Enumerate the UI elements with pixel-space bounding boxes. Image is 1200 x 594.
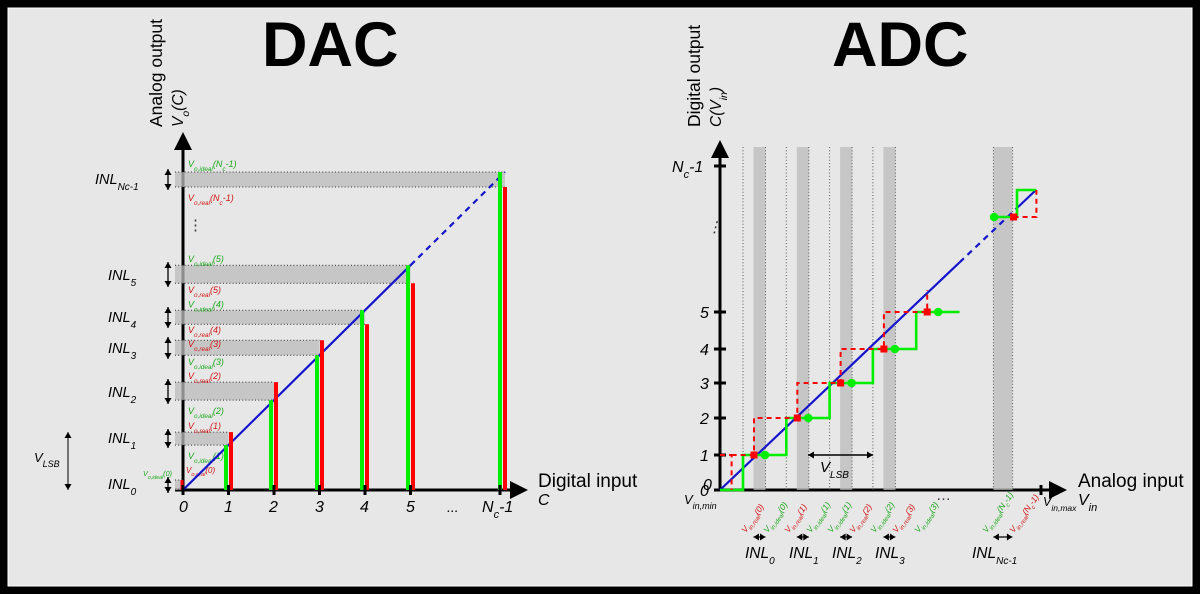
svg-text:⋮: ⋮ <box>707 219 722 236</box>
svg-text:Analog output: Analog output <box>146 19 166 127</box>
svg-text:1: 1 <box>700 448 709 465</box>
svg-text:...: ... <box>447 499 459 515</box>
svg-text:4: 4 <box>700 342 709 359</box>
svg-text:5: 5 <box>406 499 415 516</box>
svg-text:5: 5 <box>700 305 709 322</box>
svg-text:DAC: DAC <box>262 10 399 80</box>
svg-text:…: … <box>936 487 951 504</box>
svg-text:2: 2 <box>699 411 709 428</box>
svg-text:Digital input: Digital input <box>538 471 638 492</box>
svg-text:Digital output: Digital output <box>684 25 704 127</box>
svg-text:0: 0 <box>703 477 712 494</box>
svg-text:Analog input: Analog input <box>1078 471 1184 492</box>
svg-text:4: 4 <box>360 499 369 516</box>
svg-text:0: 0 <box>179 499 188 516</box>
svg-text:2: 2 <box>268 499 278 516</box>
svg-text:3: 3 <box>315 499 324 516</box>
svg-text:1: 1 <box>224 499 233 516</box>
svg-text:⋮: ⋮ <box>188 217 203 234</box>
svg-text:ADC: ADC <box>832 10 969 80</box>
svg-text:3: 3 <box>700 376 709 393</box>
svg-text:C: C <box>538 492 550 509</box>
